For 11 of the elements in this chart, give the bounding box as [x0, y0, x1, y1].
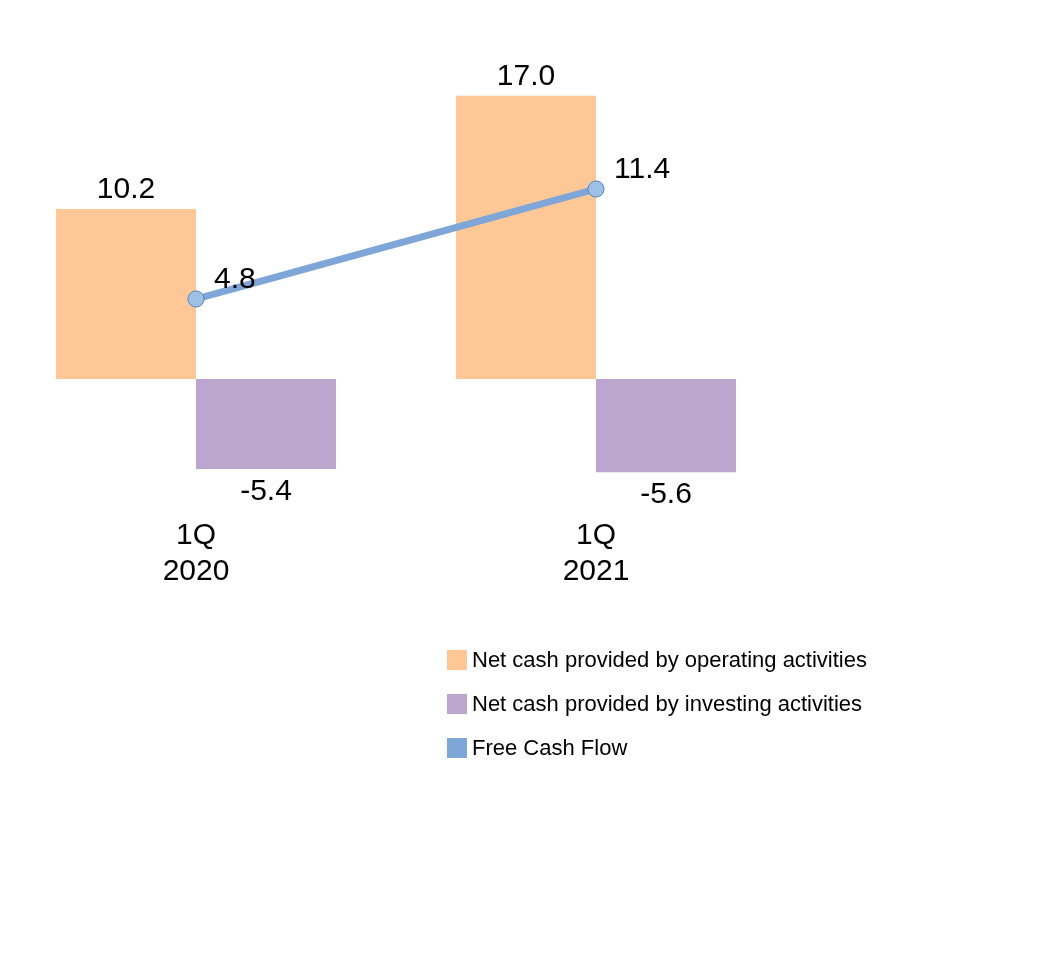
data-label: -5.4	[240, 473, 292, 506]
x-tick-label: 1Q 2020	[162, 516, 230, 586]
x-tick-label: 1Q 2021	[562, 516, 630, 586]
data-label: 17.0	[496, 57, 556, 91]
legend-label: Net cash provided by investing activities	[472, 691, 863, 716]
data-label: 10.2	[96, 171, 156, 204]
legend-label: Free Cash Flow	[472, 735, 628, 760]
data-label: -5.6	[640, 476, 692, 510]
data-label: 11.4	[614, 151, 671, 184]
legend-label: Net cash provided by operating activities	[472, 647, 867, 672]
data-label: 4.8	[214, 261, 256, 294]
